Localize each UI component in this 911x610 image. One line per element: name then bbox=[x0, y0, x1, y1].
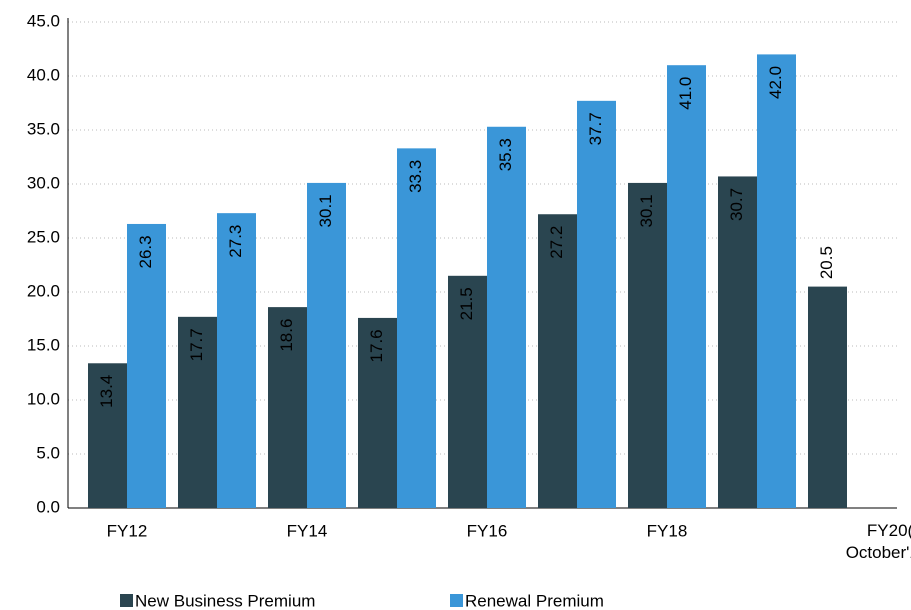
value-label: 17.6 bbox=[367, 329, 386, 362]
y-tick-label: 20.0 bbox=[27, 281, 60, 300]
value-label: 27.3 bbox=[226, 225, 245, 258]
value-label: 27.2 bbox=[547, 226, 566, 259]
y-tick-label: 5.0 bbox=[36, 443, 60, 462]
x-tick-label: FY18 bbox=[647, 521, 688, 540]
bar bbox=[358, 317, 397, 508]
value-label: 35.3 bbox=[496, 138, 515, 171]
y-tick-label: 35.0 bbox=[27, 119, 60, 138]
y-tick-label: 25.0 bbox=[27, 227, 60, 246]
bar bbox=[808, 286, 847, 508]
value-label: 13.4 bbox=[97, 375, 116, 408]
x-tick-label: FY14 bbox=[287, 521, 328, 540]
y-tick-label: 30.0 bbox=[27, 173, 60, 192]
bar bbox=[217, 213, 256, 508]
bar bbox=[538, 214, 577, 509]
bar bbox=[307, 182, 346, 509]
value-label: 21.5 bbox=[457, 287, 476, 320]
y-tick-label: 10.0 bbox=[27, 389, 60, 408]
x-tick-label: FY12 bbox=[107, 521, 148, 540]
bar bbox=[628, 182, 667, 509]
y-tick-label: 15.0 bbox=[27, 335, 60, 354]
x-tick-label: FY16 bbox=[467, 521, 508, 540]
bar bbox=[757, 54, 796, 509]
value-label: 30.1 bbox=[316, 194, 335, 227]
value-label: 42.0 bbox=[766, 66, 785, 99]
bar bbox=[397, 148, 436, 509]
bar bbox=[667, 65, 706, 508]
bar bbox=[718, 176, 757, 508]
y-tick-label: 40.0 bbox=[27, 65, 60, 84]
bar bbox=[268, 307, 307, 508]
value-label: 20.5 bbox=[817, 246, 836, 279]
value-label: 30.7 bbox=[727, 188, 746, 221]
value-label: 33.3 bbox=[406, 160, 425, 193]
bar bbox=[127, 223, 166, 508]
y-tick-label: 0.0 bbox=[36, 497, 60, 516]
x-tick-label-box: FY20( till October'19) bbox=[845, 521, 911, 562]
value-label: 26.3 bbox=[136, 235, 155, 268]
bar bbox=[487, 126, 526, 508]
legend-label: Renewal Premium bbox=[465, 591, 604, 610]
legend-swatch bbox=[450, 594, 463, 607]
value-label: 17.7 bbox=[187, 328, 206, 361]
x-tick-label: FY20( till October'19) bbox=[845, 521, 911, 562]
value-label: 37.7 bbox=[586, 112, 605, 145]
value-label: 18.6 bbox=[277, 319, 296, 352]
bar bbox=[577, 100, 616, 508]
bar bbox=[88, 363, 127, 508]
legend-label: New Business Premium bbox=[135, 591, 315, 610]
value-label: 41.0 bbox=[676, 77, 695, 110]
value-label: 30.1 bbox=[637, 194, 656, 227]
bar bbox=[178, 316, 217, 508]
y-tick-label: 45.0 bbox=[27, 11, 60, 30]
bar bbox=[448, 275, 487, 508]
legend-swatch bbox=[120, 594, 133, 607]
